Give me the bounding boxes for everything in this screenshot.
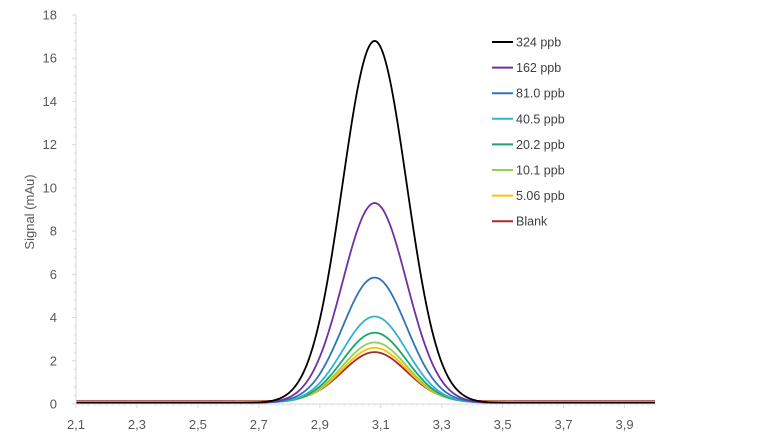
y-tick-label: 4 — [50, 310, 57, 325]
series-line — [76, 40, 655, 404]
y-tick-label: 10 — [43, 180, 57, 195]
y-tick-label: 6 — [50, 267, 57, 282]
x-tick-label: 3,1 — [372, 417, 390, 432]
series-line — [76, 346, 655, 403]
x-tick-label: 2,3 — [128, 417, 146, 432]
legend-label: 40.5 ppb — [516, 112, 565, 126]
series-line — [76, 276, 655, 404]
series-line — [76, 331, 655, 404]
series-line — [76, 315, 655, 404]
x-tick-label: 3,3 — [433, 417, 451, 432]
legend-label: 20.2 ppb — [516, 138, 565, 152]
x-axis-ticks: 2,1 2,3 2,5 2,7 2,9 3,1 3,3 3,5 3,7 3,9 — [67, 404, 656, 432]
y-tick-label: 12 — [43, 137, 57, 152]
legend-label: Blank — [516, 215, 548, 229]
y-tick-label: 18 — [43, 8, 57, 23]
series-lines — [76, 40, 655, 404]
legend: 324 ppb 162 ppb 81.0 ppb 40.5 ppb 20.2 ppb 10… — [492, 36, 565, 229]
x-tick-label: 3,9 — [615, 417, 633, 432]
y-tick-label: 16 — [43, 51, 57, 66]
y-tick-label: 0 — [50, 397, 57, 412]
legend-label: 324 ppb — [516, 36, 561, 50]
y-tick-label: 14 — [43, 94, 57, 109]
y-axis-title: Signal (mAu) — [22, 174, 37, 249]
x-tick-label: 3,5 — [494, 417, 512, 432]
x-tick-label: 2,9 — [311, 417, 329, 432]
series-line — [76, 341, 655, 404]
series-line — [76, 351, 655, 403]
y-tick-label: 8 — [50, 224, 57, 239]
y-tick-label: 2 — [50, 353, 57, 368]
x-tick-label: 2,5 — [189, 417, 207, 432]
legend-label: 10.1 ppb — [516, 164, 565, 178]
y-axis-ticks: 0 2 4 6 8 10 12 14 16 18 — [43, 8, 76, 412]
legend-label: 81.0 ppb — [516, 87, 565, 101]
x-tick-label: 3,7 — [555, 417, 573, 432]
legend-label: 162 ppb — [516, 61, 561, 75]
legend-label: 5.06 ppb — [516, 189, 565, 203]
x-tick-label: 2,7 — [250, 417, 268, 432]
series-line — [76, 202, 655, 404]
x-tick-label: 2,1 — [67, 417, 85, 432]
